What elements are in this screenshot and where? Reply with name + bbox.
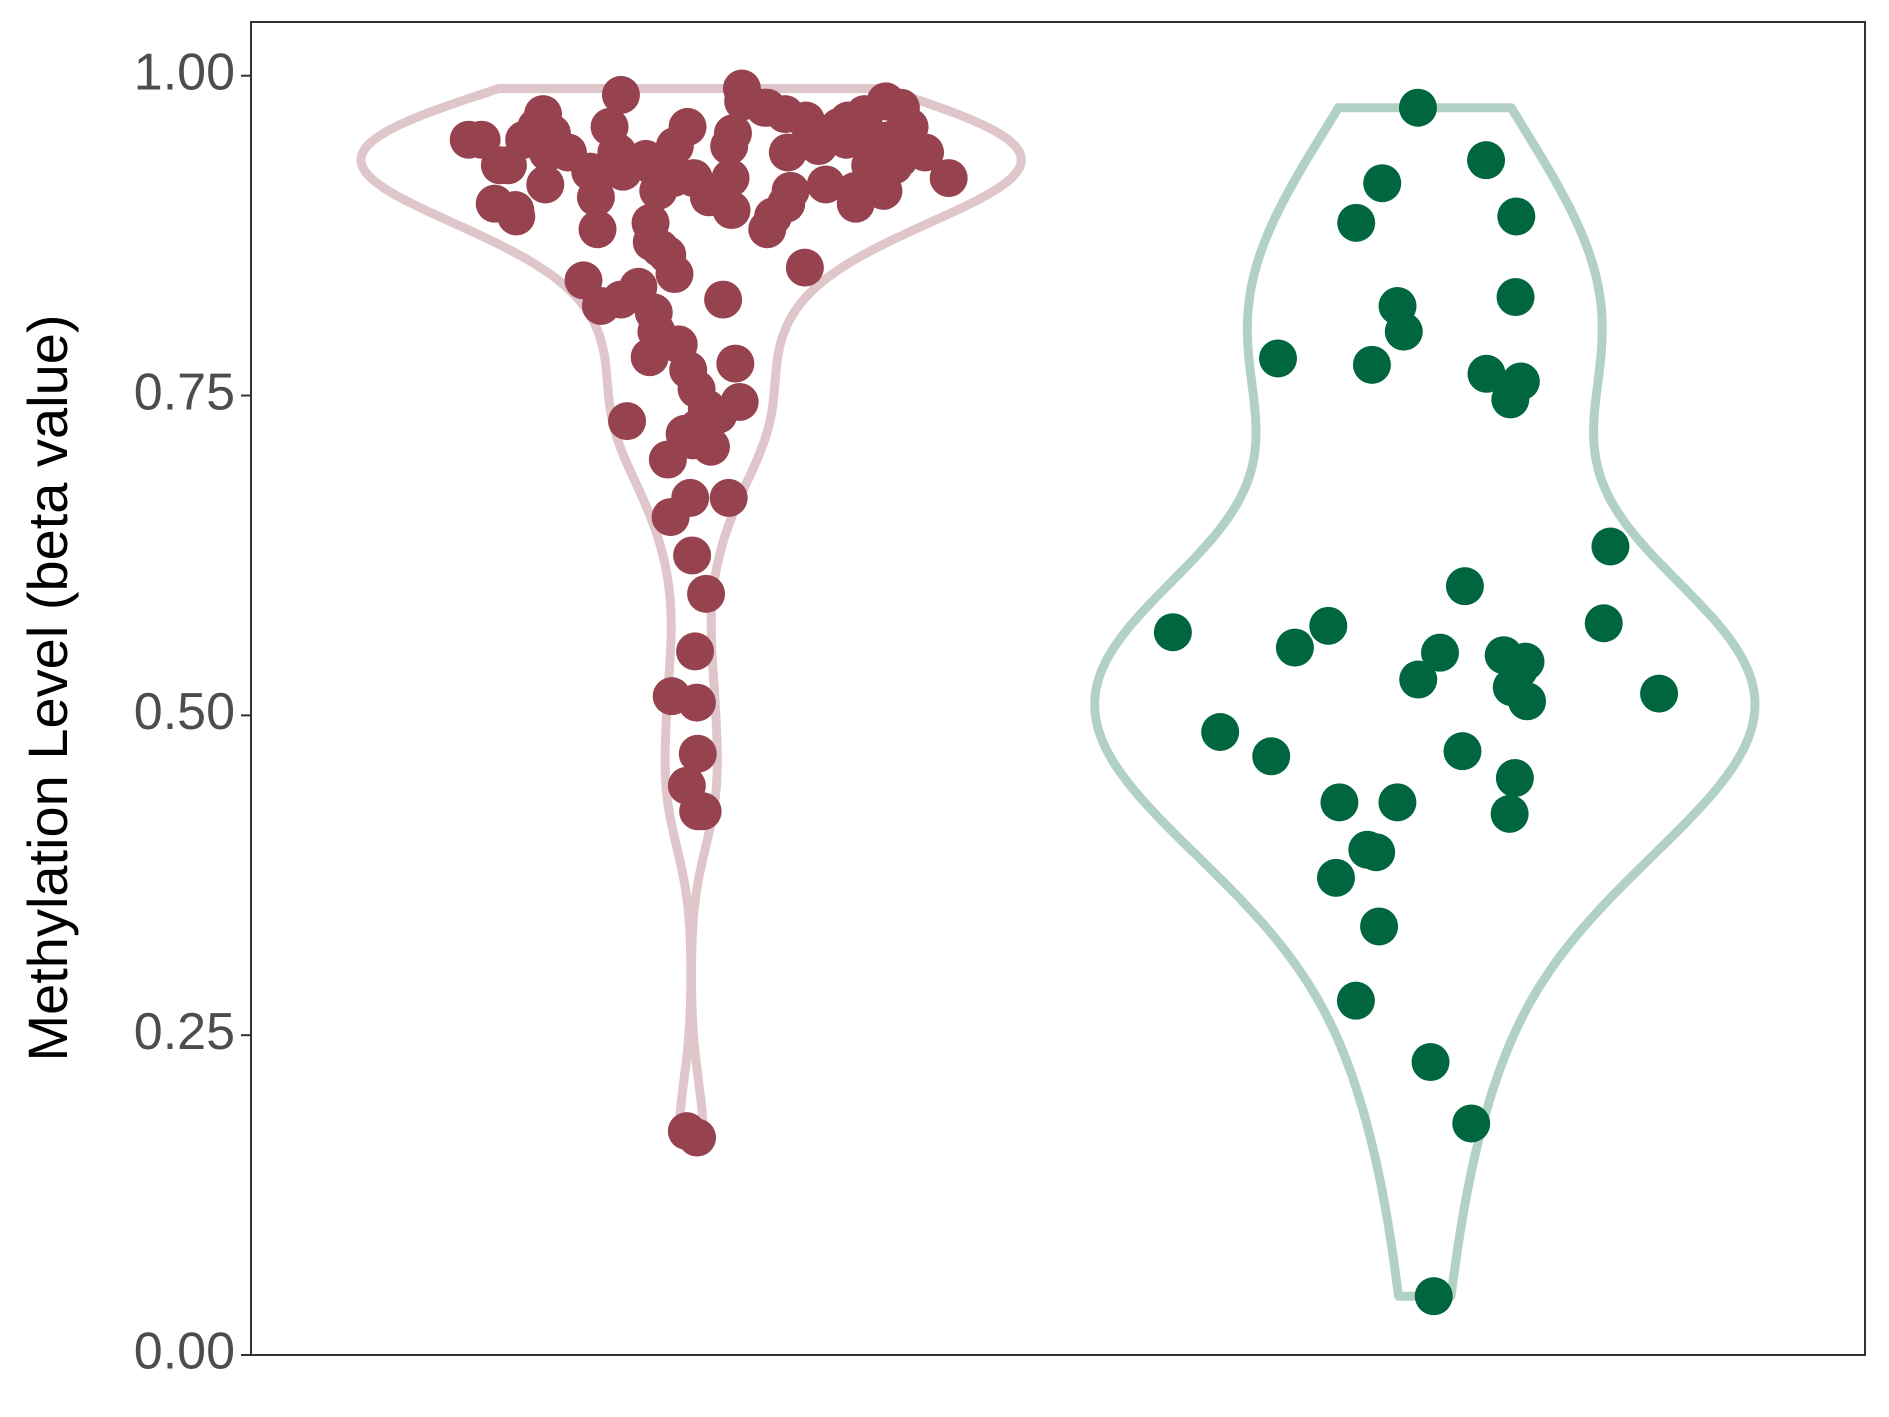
violin-outline <box>356 84 1026 1142</box>
data-point <box>581 286 620 325</box>
data-point <box>1640 674 1679 713</box>
y-tick-label: 0.75 <box>134 363 235 421</box>
data-point <box>1443 732 1482 771</box>
data-point <box>651 498 690 537</box>
data-point <box>710 127 749 166</box>
data-point <box>1491 380 1530 419</box>
data-point <box>1357 833 1396 872</box>
data-point <box>449 120 488 159</box>
data-point <box>704 280 743 319</box>
data-point <box>1490 794 1529 833</box>
data-point <box>648 440 687 479</box>
data-point <box>526 165 565 204</box>
data-point <box>1584 604 1623 643</box>
data-point <box>1467 354 1506 393</box>
data-point <box>578 210 617 249</box>
data-point <box>711 159 750 198</box>
data-point <box>1497 197 1536 236</box>
data-point <box>1398 88 1437 127</box>
data-point <box>1452 1104 1491 1143</box>
data-point <box>771 171 810 210</box>
data-point <box>1508 682 1547 721</box>
data-point <box>1495 759 1534 798</box>
data-point <box>1337 203 1376 242</box>
data-point <box>1309 606 1348 645</box>
data-point <box>668 107 707 146</box>
data-point <box>806 165 845 204</box>
data-point <box>1496 278 1535 317</box>
data-point <box>716 344 755 383</box>
data-point <box>1445 567 1484 606</box>
data-point <box>475 184 514 223</box>
data-point <box>1320 783 1359 822</box>
data-point <box>1363 164 1402 203</box>
data-point <box>673 536 712 575</box>
data-point <box>1352 345 1391 384</box>
y-axis-title: Methylation Level (beta value) <box>16 314 79 1061</box>
data-point <box>1378 783 1417 822</box>
data-point <box>678 734 717 773</box>
panel-border <box>250 21 1866 1356</box>
data-point <box>601 75 640 114</box>
data-point <box>687 574 726 613</box>
data-point <box>528 133 567 172</box>
data-point <box>1252 737 1291 776</box>
data-point <box>604 152 643 191</box>
data-point <box>677 683 716 722</box>
data-point <box>480 146 519 185</box>
data-point <box>1336 981 1375 1020</box>
data-point <box>655 255 694 294</box>
data-point <box>748 210 787 249</box>
y-tick-label: 1.00 <box>134 43 235 101</box>
data-point <box>768 133 807 172</box>
data-point <box>1153 613 1192 652</box>
data-point <box>875 146 914 185</box>
data-point <box>929 159 968 198</box>
y-tick-label: 0.50 <box>134 683 235 741</box>
data-point <box>630 338 669 377</box>
data-point <box>1384 312 1423 351</box>
data-point <box>679 792 718 831</box>
data-point <box>785 248 824 287</box>
data-point <box>890 107 929 146</box>
data-point <box>1421 633 1460 672</box>
data-point <box>678 1118 717 1157</box>
data-point <box>608 402 647 441</box>
data-point <box>709 478 748 517</box>
data-point <box>1360 907 1399 946</box>
data-point <box>1591 527 1630 566</box>
data-point <box>1275 628 1314 667</box>
data-point <box>1414 1277 1453 1316</box>
data-point <box>1411 1043 1450 1082</box>
data-point <box>1467 141 1506 180</box>
data-point <box>836 184 875 223</box>
data-point <box>639 171 678 210</box>
violin-outline <box>1090 103 1760 1301</box>
data-point <box>676 632 715 671</box>
data-point <box>1316 858 1355 897</box>
data-point <box>691 427 730 466</box>
y-tick-label: 0.00 <box>134 1323 235 1381</box>
data-point <box>1399 660 1438 699</box>
data-point <box>799 127 838 166</box>
data-point <box>1258 339 1297 378</box>
y-tick-label: 0.25 <box>134 1003 235 1061</box>
data-point <box>712 191 751 230</box>
data-point <box>1201 712 1240 751</box>
data-point <box>576 178 615 217</box>
